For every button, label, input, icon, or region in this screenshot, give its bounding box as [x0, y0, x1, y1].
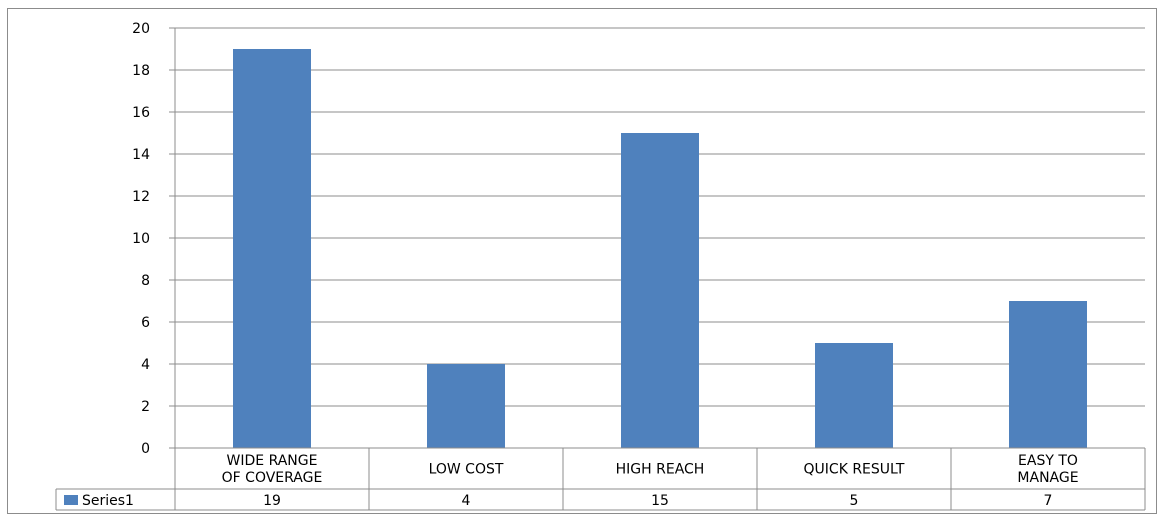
bar	[233, 49, 311, 448]
category-label: QUICK RESULT	[804, 462, 905, 478]
data-table-value: 7	[1044, 493, 1053, 509]
bar	[1009, 301, 1087, 448]
category-label: EASY TO MANAGE	[1017, 453, 1078, 486]
data-table-value: 15	[651, 493, 669, 509]
data-table: WIDE RANGE OF COVERAGE LOW COST HIGH REACH Q…	[55, 447, 1146, 511]
y-tick-label: 14	[132, 147, 150, 163]
y-tick-label: 16	[132, 105, 150, 121]
y-tick-label: 0	[141, 441, 150, 457]
data-table-value: 5	[850, 493, 859, 509]
category-label: WIDE RANGE OF COVERAGE	[222, 453, 323, 486]
bars	[233, 49, 1087, 448]
y-tick-label: 10	[132, 231, 150, 247]
bar	[427, 364, 505, 448]
chart-frame	[7, 8, 1157, 514]
y-tick-label: 4	[141, 357, 150, 373]
data-table-value: 19	[263, 493, 281, 509]
legend-swatch	[64, 495, 78, 505]
legend-series-name: Series1	[82, 493, 134, 509]
y-tick-label: 8	[141, 273, 150, 289]
category-label: HIGH REACH	[616, 462, 705, 478]
y-tick-label: 6	[141, 315, 150, 331]
y-tick-label: 2	[141, 399, 150, 415]
y-tick-label: 18	[132, 63, 150, 79]
category-label: LOW COST	[429, 462, 504, 478]
bar	[621, 133, 699, 448]
data-table-value: 4	[462, 493, 471, 509]
bar	[815, 343, 893, 448]
y-tick-label: 20	[132, 21, 150, 37]
y-tick-label: 12	[132, 189, 150, 205]
y-axis-ticks: 0 2 4 6 8 10 12 14 16 18 20	[132, 21, 150, 457]
